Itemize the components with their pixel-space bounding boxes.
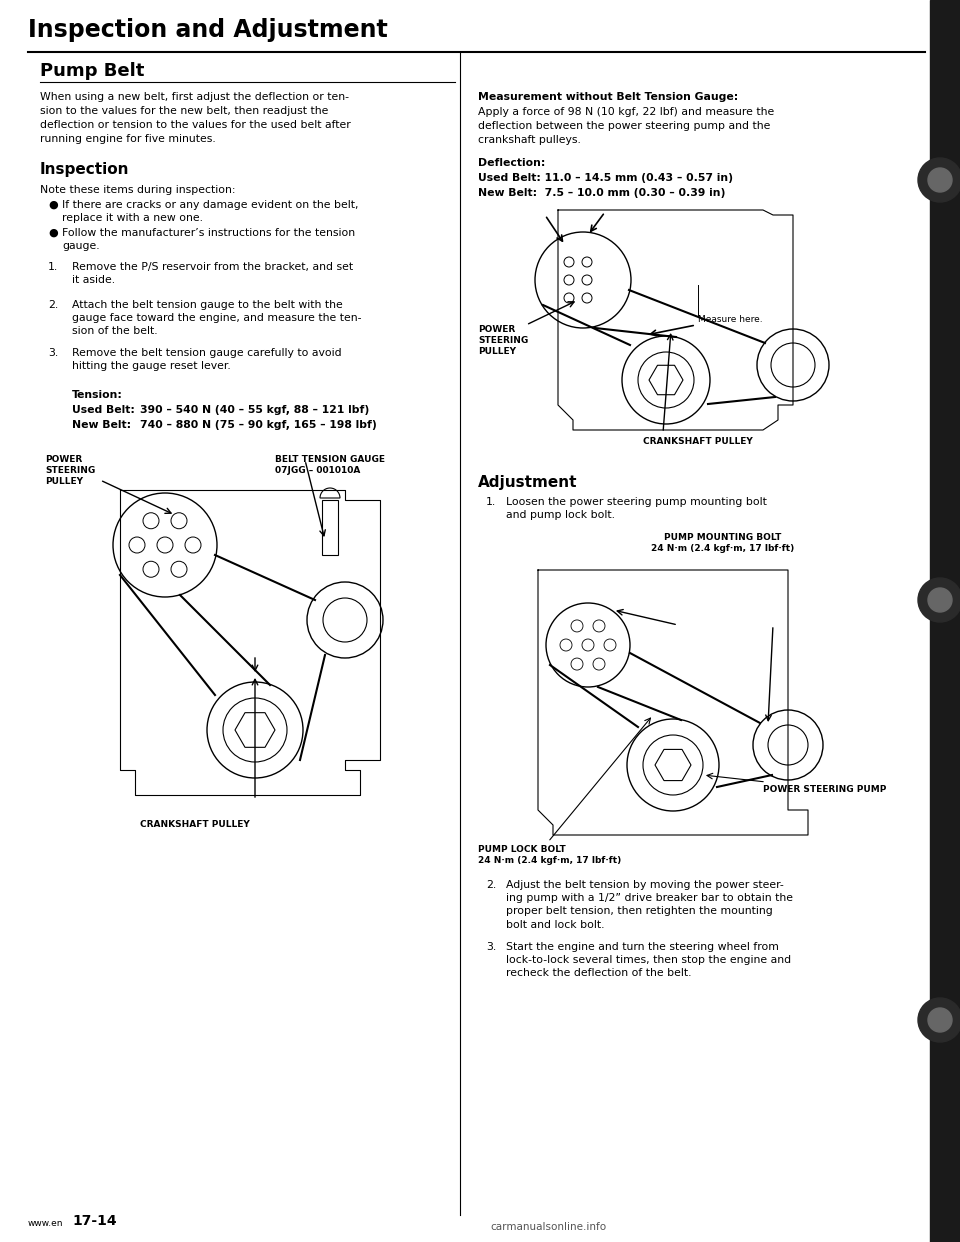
Text: POWER STEERING PUMP: POWER STEERING PUMP — [763, 785, 886, 794]
Text: Adjustment: Adjustment — [478, 474, 578, 491]
Text: Follow the manufacturer’s instructions for the tension
gauge.: Follow the manufacturer’s instructions f… — [62, 229, 355, 251]
Text: POWER
STEERING
PULLEY: POWER STEERING PULLEY — [478, 325, 528, 356]
Text: Note these items during inspection:: Note these items during inspection: — [40, 185, 235, 195]
Text: Inspection and Adjustment: Inspection and Adjustment — [28, 17, 388, 42]
Circle shape — [918, 999, 960, 1042]
Text: www.en: www.en — [28, 1218, 63, 1228]
Text: BELT TENSION GAUGE
07JGG – 001010A: BELT TENSION GAUGE 07JGG – 001010A — [275, 455, 385, 476]
Circle shape — [928, 587, 952, 612]
Wedge shape — [320, 488, 340, 498]
Text: 740 – 880 N (75 – 90 kgf, 165 – 198 lbf): 740 – 880 N (75 – 90 kgf, 165 – 198 lbf) — [140, 420, 376, 430]
Circle shape — [928, 168, 952, 193]
Text: carmanualsonline.info: carmanualsonline.info — [490, 1222, 606, 1232]
Text: 2.: 2. — [48, 301, 59, 310]
Text: Tension:: Tension: — [72, 390, 123, 400]
Text: CRANKSHAFT PULLEY: CRANKSHAFT PULLEY — [643, 437, 753, 446]
Text: 3.: 3. — [48, 348, 59, 358]
Text: Inspection: Inspection — [40, 161, 130, 178]
Text: PUMP MOUNTING BOLT
24 N·m (2.4 kgf·m, 17 lbf·ft): PUMP MOUNTING BOLT 24 N·m (2.4 kgf·m, 17… — [652, 533, 795, 553]
Text: Start the engine and turn the steering wheel from
lock-to-lock several times, th: Start the engine and turn the steering w… — [506, 941, 791, 979]
Circle shape — [928, 1009, 952, 1032]
Text: Pump Belt: Pump Belt — [40, 62, 144, 79]
Text: POWER
STEERING
PULLEY: POWER STEERING PULLEY — [45, 455, 95, 486]
Bar — [322, 501, 338, 555]
Text: Used Belt: 11.0 – 14.5 mm (0.43 – 0.57 in): Used Belt: 11.0 – 14.5 mm (0.43 – 0.57 i… — [478, 173, 733, 183]
Text: Measure here.: Measure here. — [698, 315, 762, 324]
Text: PUMP LOCK BOLT
24 N·m (2.4 kgf·m, 17 lbf·ft): PUMP LOCK BOLT 24 N·m (2.4 kgf·m, 17 lbf… — [478, 845, 621, 866]
Text: When using a new belt, first adjust the deflection or ten-
sion to the values fo: When using a new belt, first adjust the … — [40, 92, 350, 144]
Text: Loosen the power steering pump mounting bolt
and pump lock bolt.: Loosen the power steering pump mounting … — [506, 497, 767, 520]
Text: Apply a force of 98 N (10 kgf, 22 lbf) and measure the
deflection between the po: Apply a force of 98 N (10 kgf, 22 lbf) a… — [478, 107, 775, 145]
Text: CRANKSHAFT PULLEY: CRANKSHAFT PULLEY — [140, 820, 250, 828]
Text: Attach the belt tension gauge to the belt with the
gauge face toward the engine,: Attach the belt tension gauge to the bel… — [72, 301, 362, 337]
Circle shape — [918, 578, 960, 622]
Text: ●: ● — [48, 229, 58, 238]
Text: Used Belt:: Used Belt: — [72, 405, 134, 415]
Text: Remove the belt tension gauge carefully to avoid
hitting the gauge reset lever.: Remove the belt tension gauge carefully … — [72, 348, 342, 371]
Text: Deflection:: Deflection: — [478, 158, 545, 168]
Text: Remove the P/S reservoir from the bracket, and set
it aside.: Remove the P/S reservoir from the bracke… — [72, 262, 353, 286]
Text: Adjust the belt tension by moving the power steer-
ing pump with a 1/2” drive br: Adjust the belt tension by moving the po… — [506, 881, 793, 929]
Text: 1.: 1. — [486, 497, 496, 507]
Bar — [930, 0, 960, 1242]
Text: 1.: 1. — [48, 262, 59, 272]
Text: 17-14: 17-14 — [72, 1213, 116, 1228]
Text: 390 – 540 N (40 – 55 kgf, 88 – 121 lbf): 390 – 540 N (40 – 55 kgf, 88 – 121 lbf) — [140, 405, 370, 415]
Text: 3.: 3. — [486, 941, 496, 953]
Text: If there are cracks or any damage evident on the belt,
replace it with a new one: If there are cracks or any damage eviden… — [62, 200, 358, 224]
Text: ●: ● — [48, 200, 58, 210]
Text: 2.: 2. — [486, 881, 496, 891]
Circle shape — [918, 158, 960, 202]
Text: Measurement without Belt Tension Gauge:: Measurement without Belt Tension Gauge: — [478, 92, 738, 102]
Text: New Belt:  7.5 – 10.0 mm (0.30 – 0.39 in): New Belt: 7.5 – 10.0 mm (0.30 – 0.39 in) — [478, 188, 726, 197]
Text: New Belt:: New Belt: — [72, 420, 132, 430]
